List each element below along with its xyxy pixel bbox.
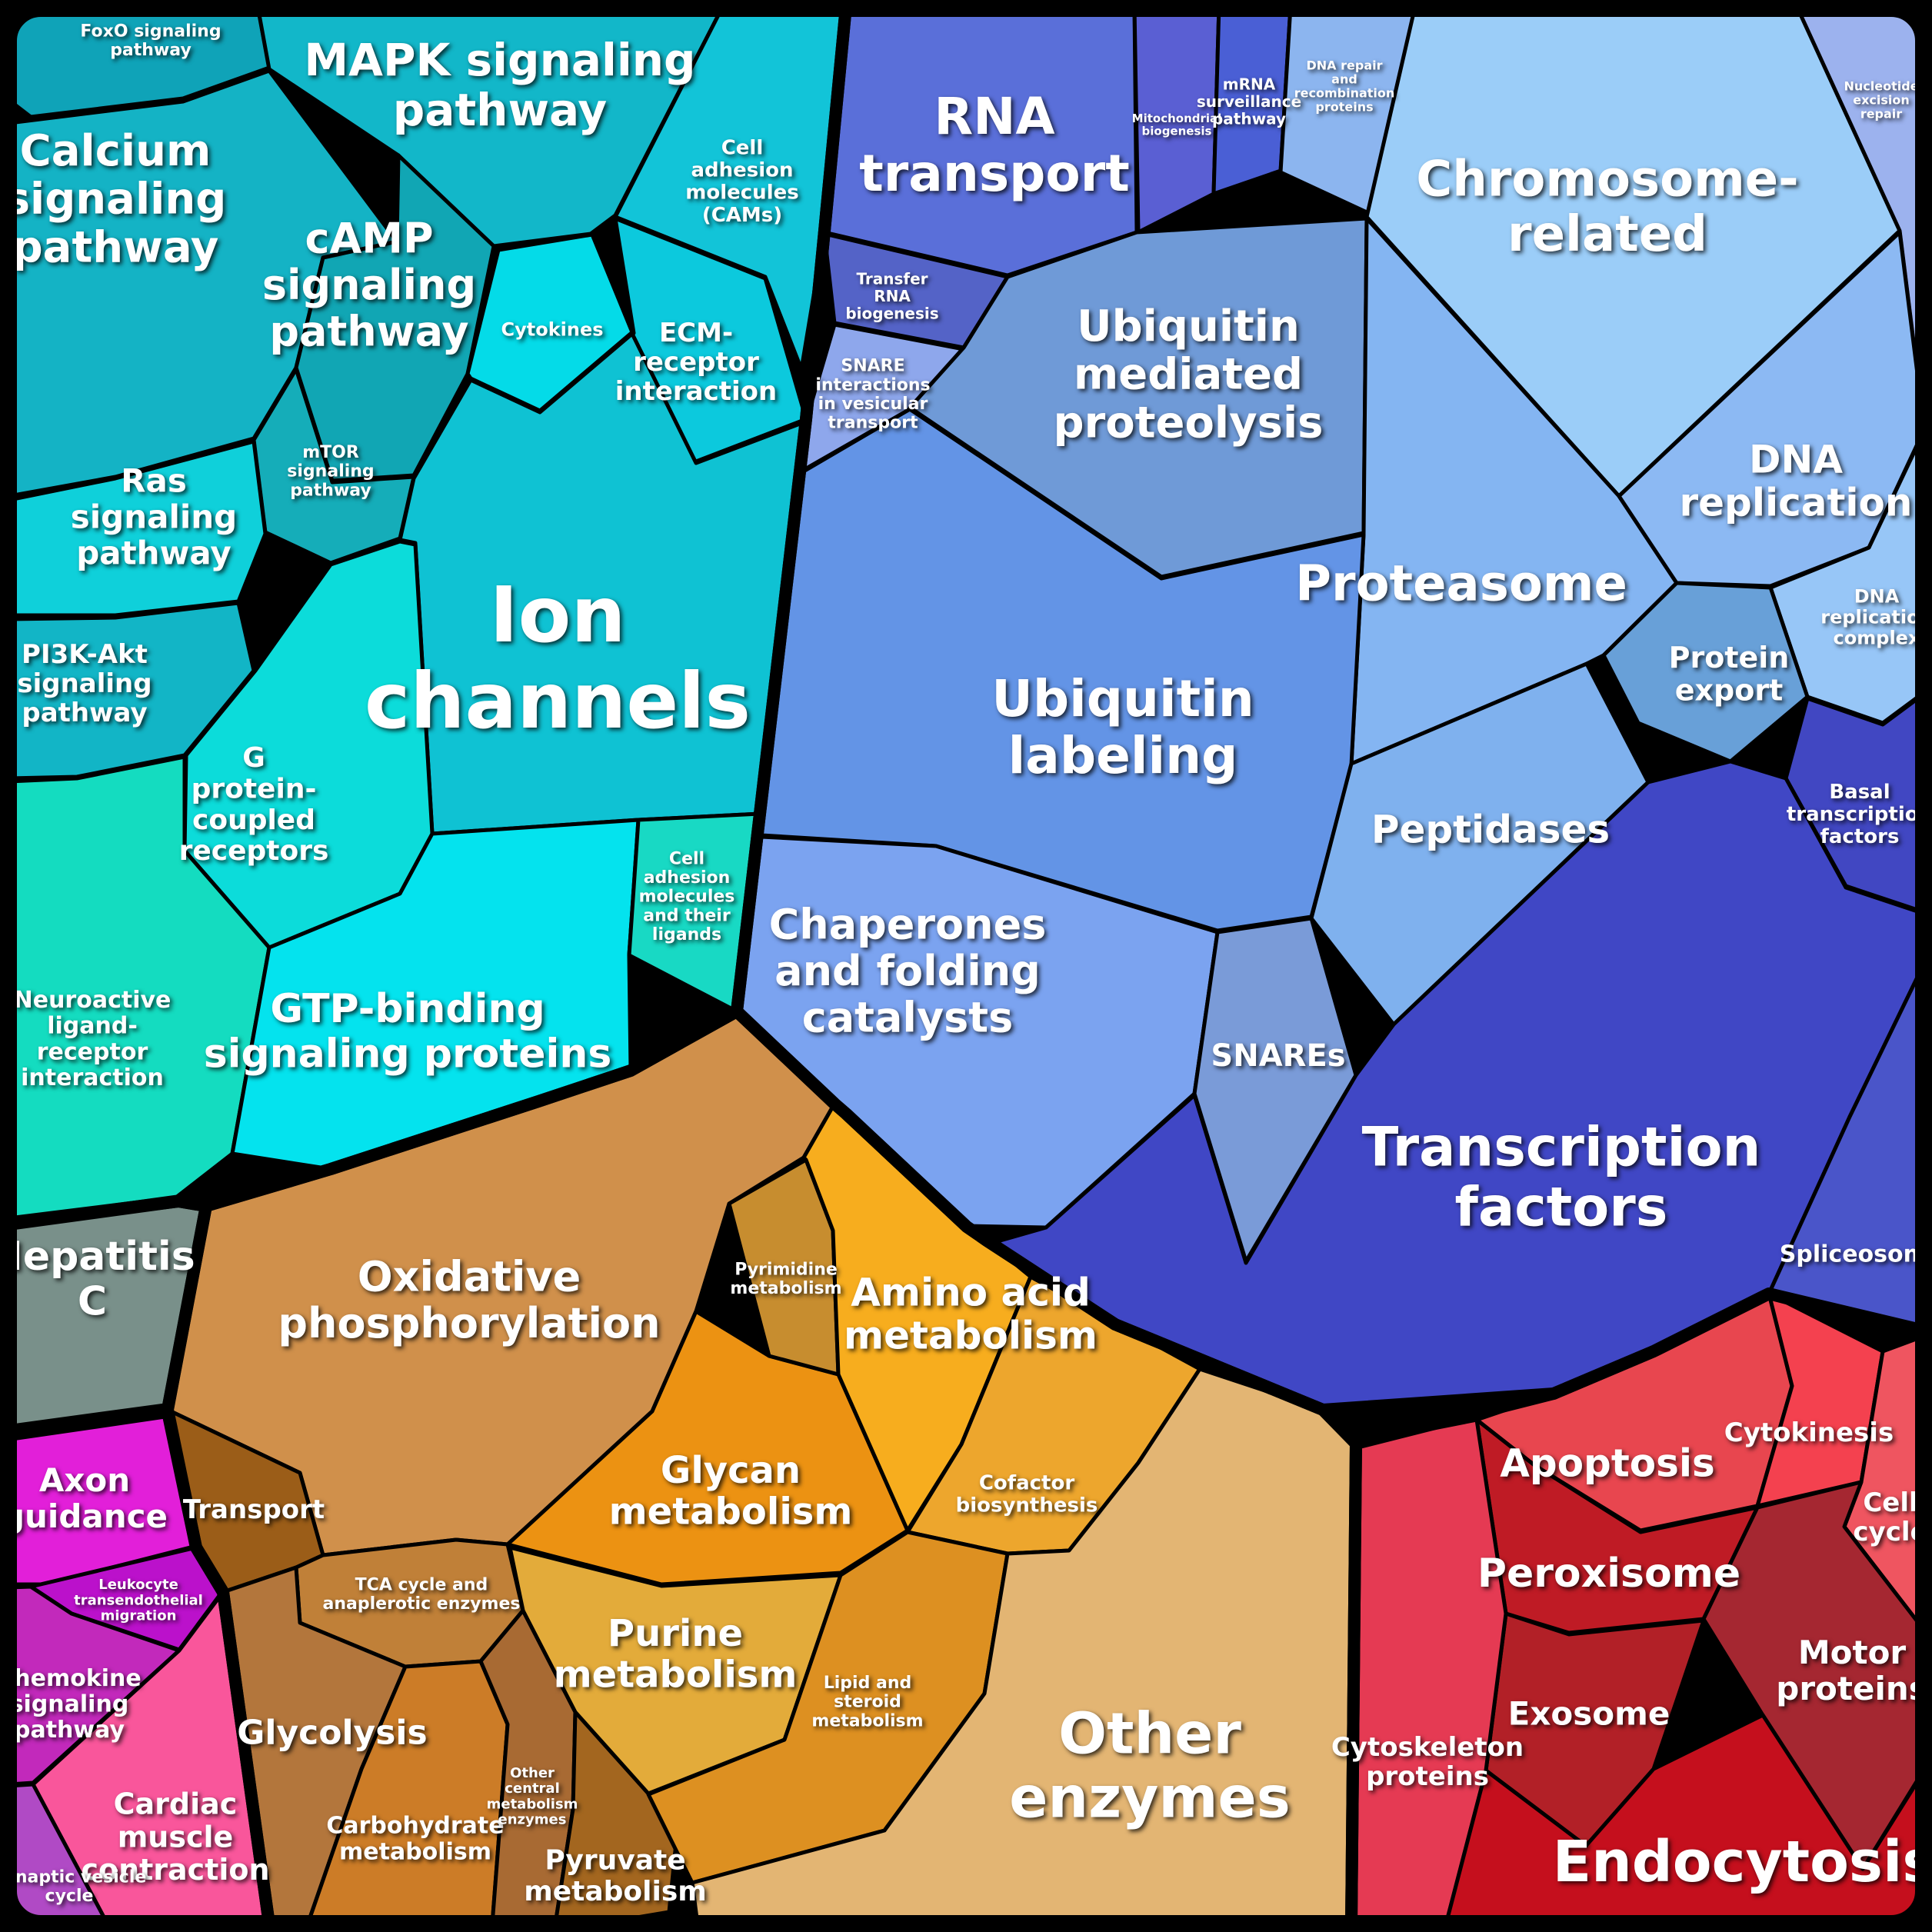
cell-ras[interactable] (7, 439, 268, 618)
cell-mrna[interactable] (1211, 5, 1293, 196)
cell-mito[interactable] (1132, 5, 1221, 235)
group-magenta (7, 1410, 271, 1927)
group-cellular-processes-red (1349, 1291, 1927, 1927)
group-genetic-information-blue (734, 5, 1927, 1412)
group-metabolism-orange (165, 1011, 1358, 1927)
cell-rnatransport[interactable] (822, 5, 1139, 278)
group-signaling-teal (7, 5, 848, 1222)
cell-gtp[interactable] (230, 818, 641, 1171)
treemap-cells-layer: FoxO signaling pathway MAPK signaling pathw… (5, 5, 1927, 1927)
